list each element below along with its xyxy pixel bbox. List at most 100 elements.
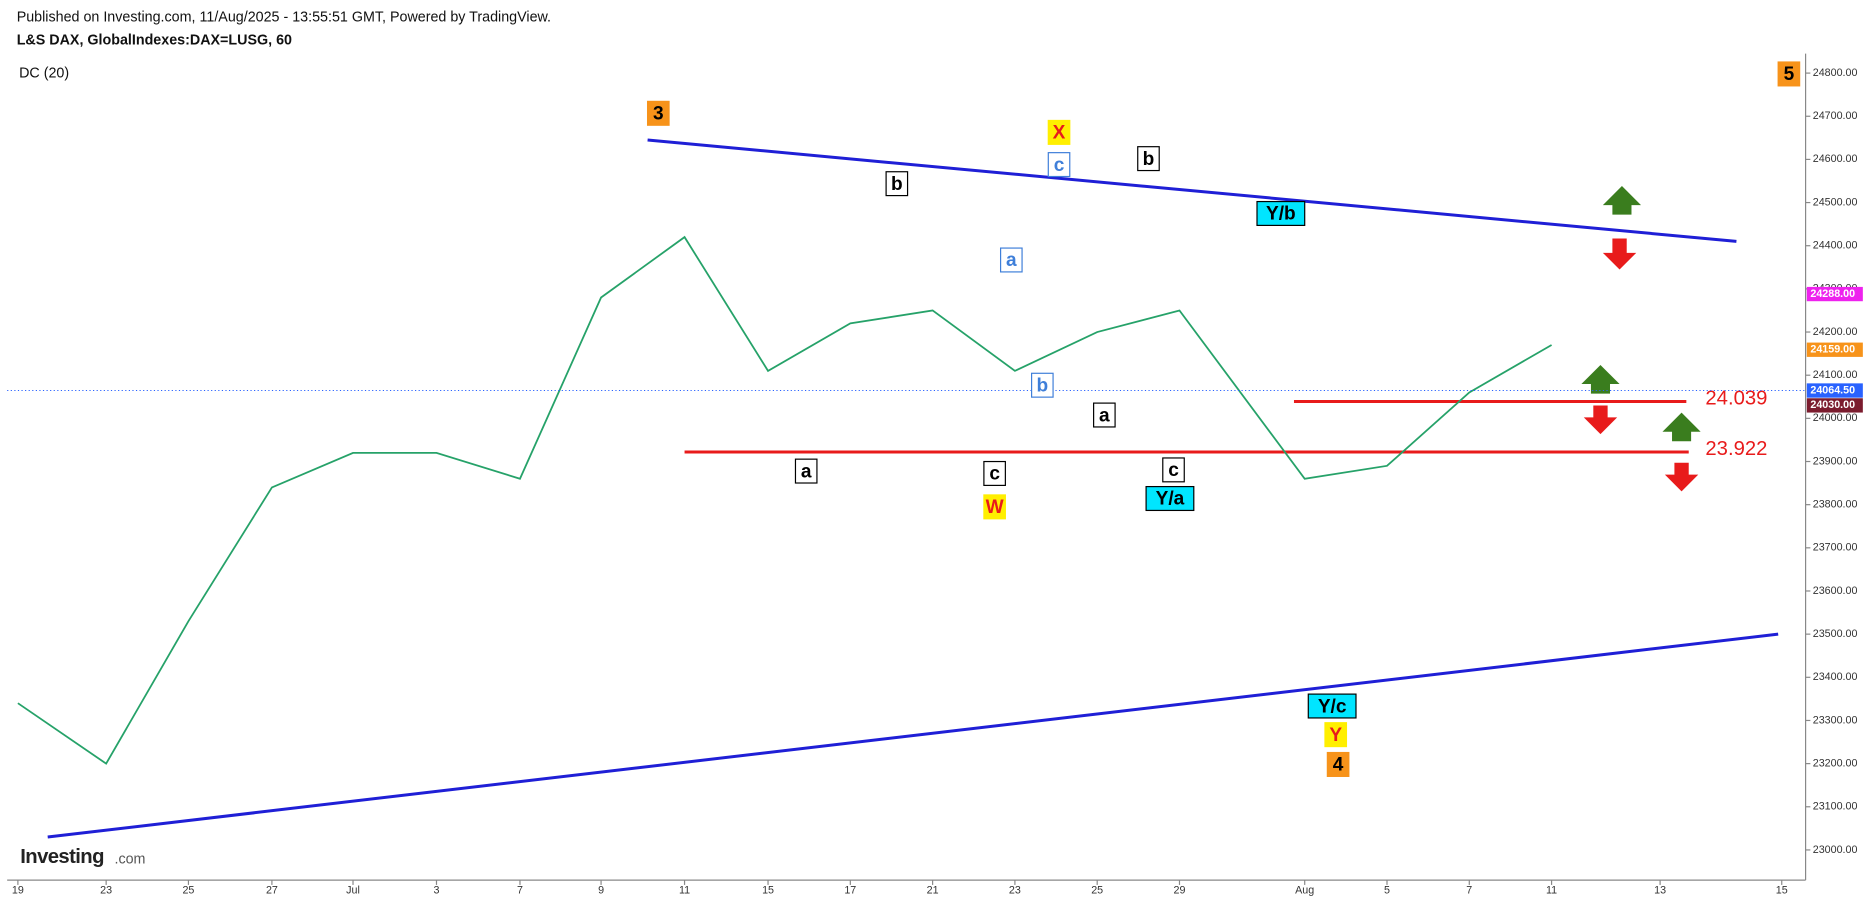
wave-label-box bbox=[885, 171, 909, 197]
y-tick-label: 23300.00 bbox=[1813, 714, 1858, 726]
up-arrow bbox=[1602, 186, 1642, 215]
x-tick-label: 7 bbox=[517, 885, 523, 897]
y-tick-label: 23000.00 bbox=[1813, 844, 1858, 856]
y-tick-label: 23700.00 bbox=[1813, 542, 1858, 554]
wave-label: Y/b bbox=[1266, 204, 1296, 225]
x-tick-label: Jul bbox=[346, 885, 360, 897]
price-tag bbox=[1806, 383, 1863, 398]
wave-label: c bbox=[1054, 155, 1065, 176]
wave-label: Y/a bbox=[1156, 489, 1185, 510]
up-arrow bbox=[1662, 412, 1701, 442]
price-tag-label: 24064.50 bbox=[1810, 384, 1855, 396]
wave-label-box bbox=[1162, 457, 1185, 483]
x-tick-label: 15 bbox=[1776, 885, 1788, 897]
x-tick-label: 29 bbox=[1174, 885, 1186, 897]
x-tick-label: 9 bbox=[598, 885, 604, 897]
y-tick-label: 24000.00 bbox=[1813, 412, 1858, 424]
wave-label-box bbox=[999, 247, 1023, 273]
wave-label: 5 bbox=[1784, 64, 1795, 85]
down-arrow bbox=[1664, 462, 1699, 492]
down-arrow bbox=[1602, 238, 1637, 270]
level-label: 23.922 bbox=[1705, 438, 1767, 460]
price-tag bbox=[1806, 286, 1863, 302]
wave-label: 3 bbox=[653, 104, 664, 125]
x-tick-label: 11 bbox=[1546, 885, 1557, 897]
wave-label-box bbox=[1047, 152, 1071, 178]
x-tick-label: 23 bbox=[100, 885, 112, 897]
y-tick-label: 23400.00 bbox=[1813, 671, 1858, 683]
price-tag-label: 24030.00 bbox=[1810, 399, 1855, 411]
indicator-label: DC (20) bbox=[19, 66, 69, 82]
x-tick-label: 21 bbox=[927, 885, 939, 897]
y-tick-label: 23800.00 bbox=[1813, 498, 1858, 510]
wave-label-box bbox=[1093, 402, 1116, 428]
wave-label-box bbox=[1777, 61, 1801, 87]
wave-label: b bbox=[1037, 375, 1049, 396]
wave-label-box bbox=[1031, 372, 1054, 398]
x-tick-label: 19 bbox=[12, 885, 24, 897]
wave-label-box bbox=[1324, 722, 1348, 748]
wave-label-box bbox=[1137, 146, 1160, 172]
up-arrow bbox=[1581, 364, 1620, 394]
y-tick-label: 24200.00 bbox=[1813, 326, 1858, 338]
y-tick-label: 24700.00 bbox=[1813, 110, 1858, 122]
y-tick-label: 23600.00 bbox=[1813, 585, 1858, 597]
wave-label: a bbox=[1006, 250, 1017, 271]
wave-label: Y bbox=[1329, 725, 1342, 746]
y-tick-label: 24400.00 bbox=[1813, 240, 1858, 252]
x-tick-label: 25 bbox=[182, 885, 194, 897]
wave-label: W bbox=[986, 497, 1004, 518]
x-tick-label: 17 bbox=[844, 885, 856, 897]
wave-label: Y/c bbox=[1318, 696, 1347, 717]
down-arrow bbox=[1583, 405, 1618, 435]
wave-label: 4 bbox=[1333, 755, 1344, 776]
trendline bbox=[47, 632, 1779, 839]
price-tag-label: 24159.00 bbox=[1810, 344, 1855, 356]
wave-label: c bbox=[989, 464, 1000, 485]
x-tick-label: Aug bbox=[1295, 885, 1314, 897]
y-tick-label: 24500.00 bbox=[1813, 196, 1858, 208]
x-tick-label: 5 bbox=[1384, 885, 1390, 897]
wave-label: c bbox=[1168, 460, 1179, 481]
wave-label-box bbox=[1307, 693, 1357, 719]
level-label: 24.039 bbox=[1705, 387, 1767, 409]
x-tick-label: 15 bbox=[762, 885, 774, 897]
wave-label-box bbox=[1047, 119, 1071, 145]
wave-label-box bbox=[1326, 751, 1350, 777]
price-tag bbox=[1806, 398, 1863, 413]
x-tick-label: 3 bbox=[434, 885, 440, 897]
y-tick-label: 23900.00 bbox=[1813, 455, 1858, 467]
wave-label-box bbox=[646, 100, 670, 126]
logo-suffix: .com bbox=[114, 852, 145, 868]
wave-label-box bbox=[794, 458, 818, 484]
y-tick-label: 24600.00 bbox=[1813, 153, 1858, 165]
arrows bbox=[1581, 186, 1701, 492]
wave-label: b bbox=[891, 174, 903, 195]
x-tick-label: 27 bbox=[266, 885, 278, 897]
trendline bbox=[647, 138, 1737, 243]
wave-label: X bbox=[1053, 123, 1066, 144]
price-tag-label: 24288.00 bbox=[1810, 288, 1855, 300]
wave-label: b bbox=[1143, 149, 1155, 170]
chart-title: L&S DAX, GlobalIndexes:DAX=LUSG, 60 bbox=[17, 32, 292, 48]
y-tick-label: 23100.00 bbox=[1813, 801, 1858, 813]
wave-label-box bbox=[1256, 200, 1306, 227]
wave-label: a bbox=[1099, 405, 1110, 426]
y-tick-label: 24100.00 bbox=[1813, 369, 1858, 381]
price-line bbox=[17, 235, 1553, 765]
x-tick-label: 7 bbox=[1466, 885, 1472, 897]
price-tag bbox=[1806, 342, 1863, 357]
wave-label-box bbox=[983, 494, 1006, 520]
wave-label-box bbox=[1145, 485, 1195, 512]
y-tick-label: 23500.00 bbox=[1813, 628, 1858, 640]
y-tick-label: 24800.00 bbox=[1813, 67, 1858, 79]
x-tick-label: 13 bbox=[1654, 885, 1666, 897]
x-tick-label: 25 bbox=[1091, 885, 1103, 897]
y-tick-label: 23200.00 bbox=[1813, 757, 1858, 769]
published-note: Published on Investing.com, 11/Aug/2025 … bbox=[17, 10, 551, 26]
x-tick-label: 11 bbox=[679, 885, 690, 897]
wave-label: a bbox=[801, 461, 812, 482]
x-tick-label: 23 bbox=[1009, 885, 1021, 897]
logo: Investing bbox=[20, 846, 104, 868]
